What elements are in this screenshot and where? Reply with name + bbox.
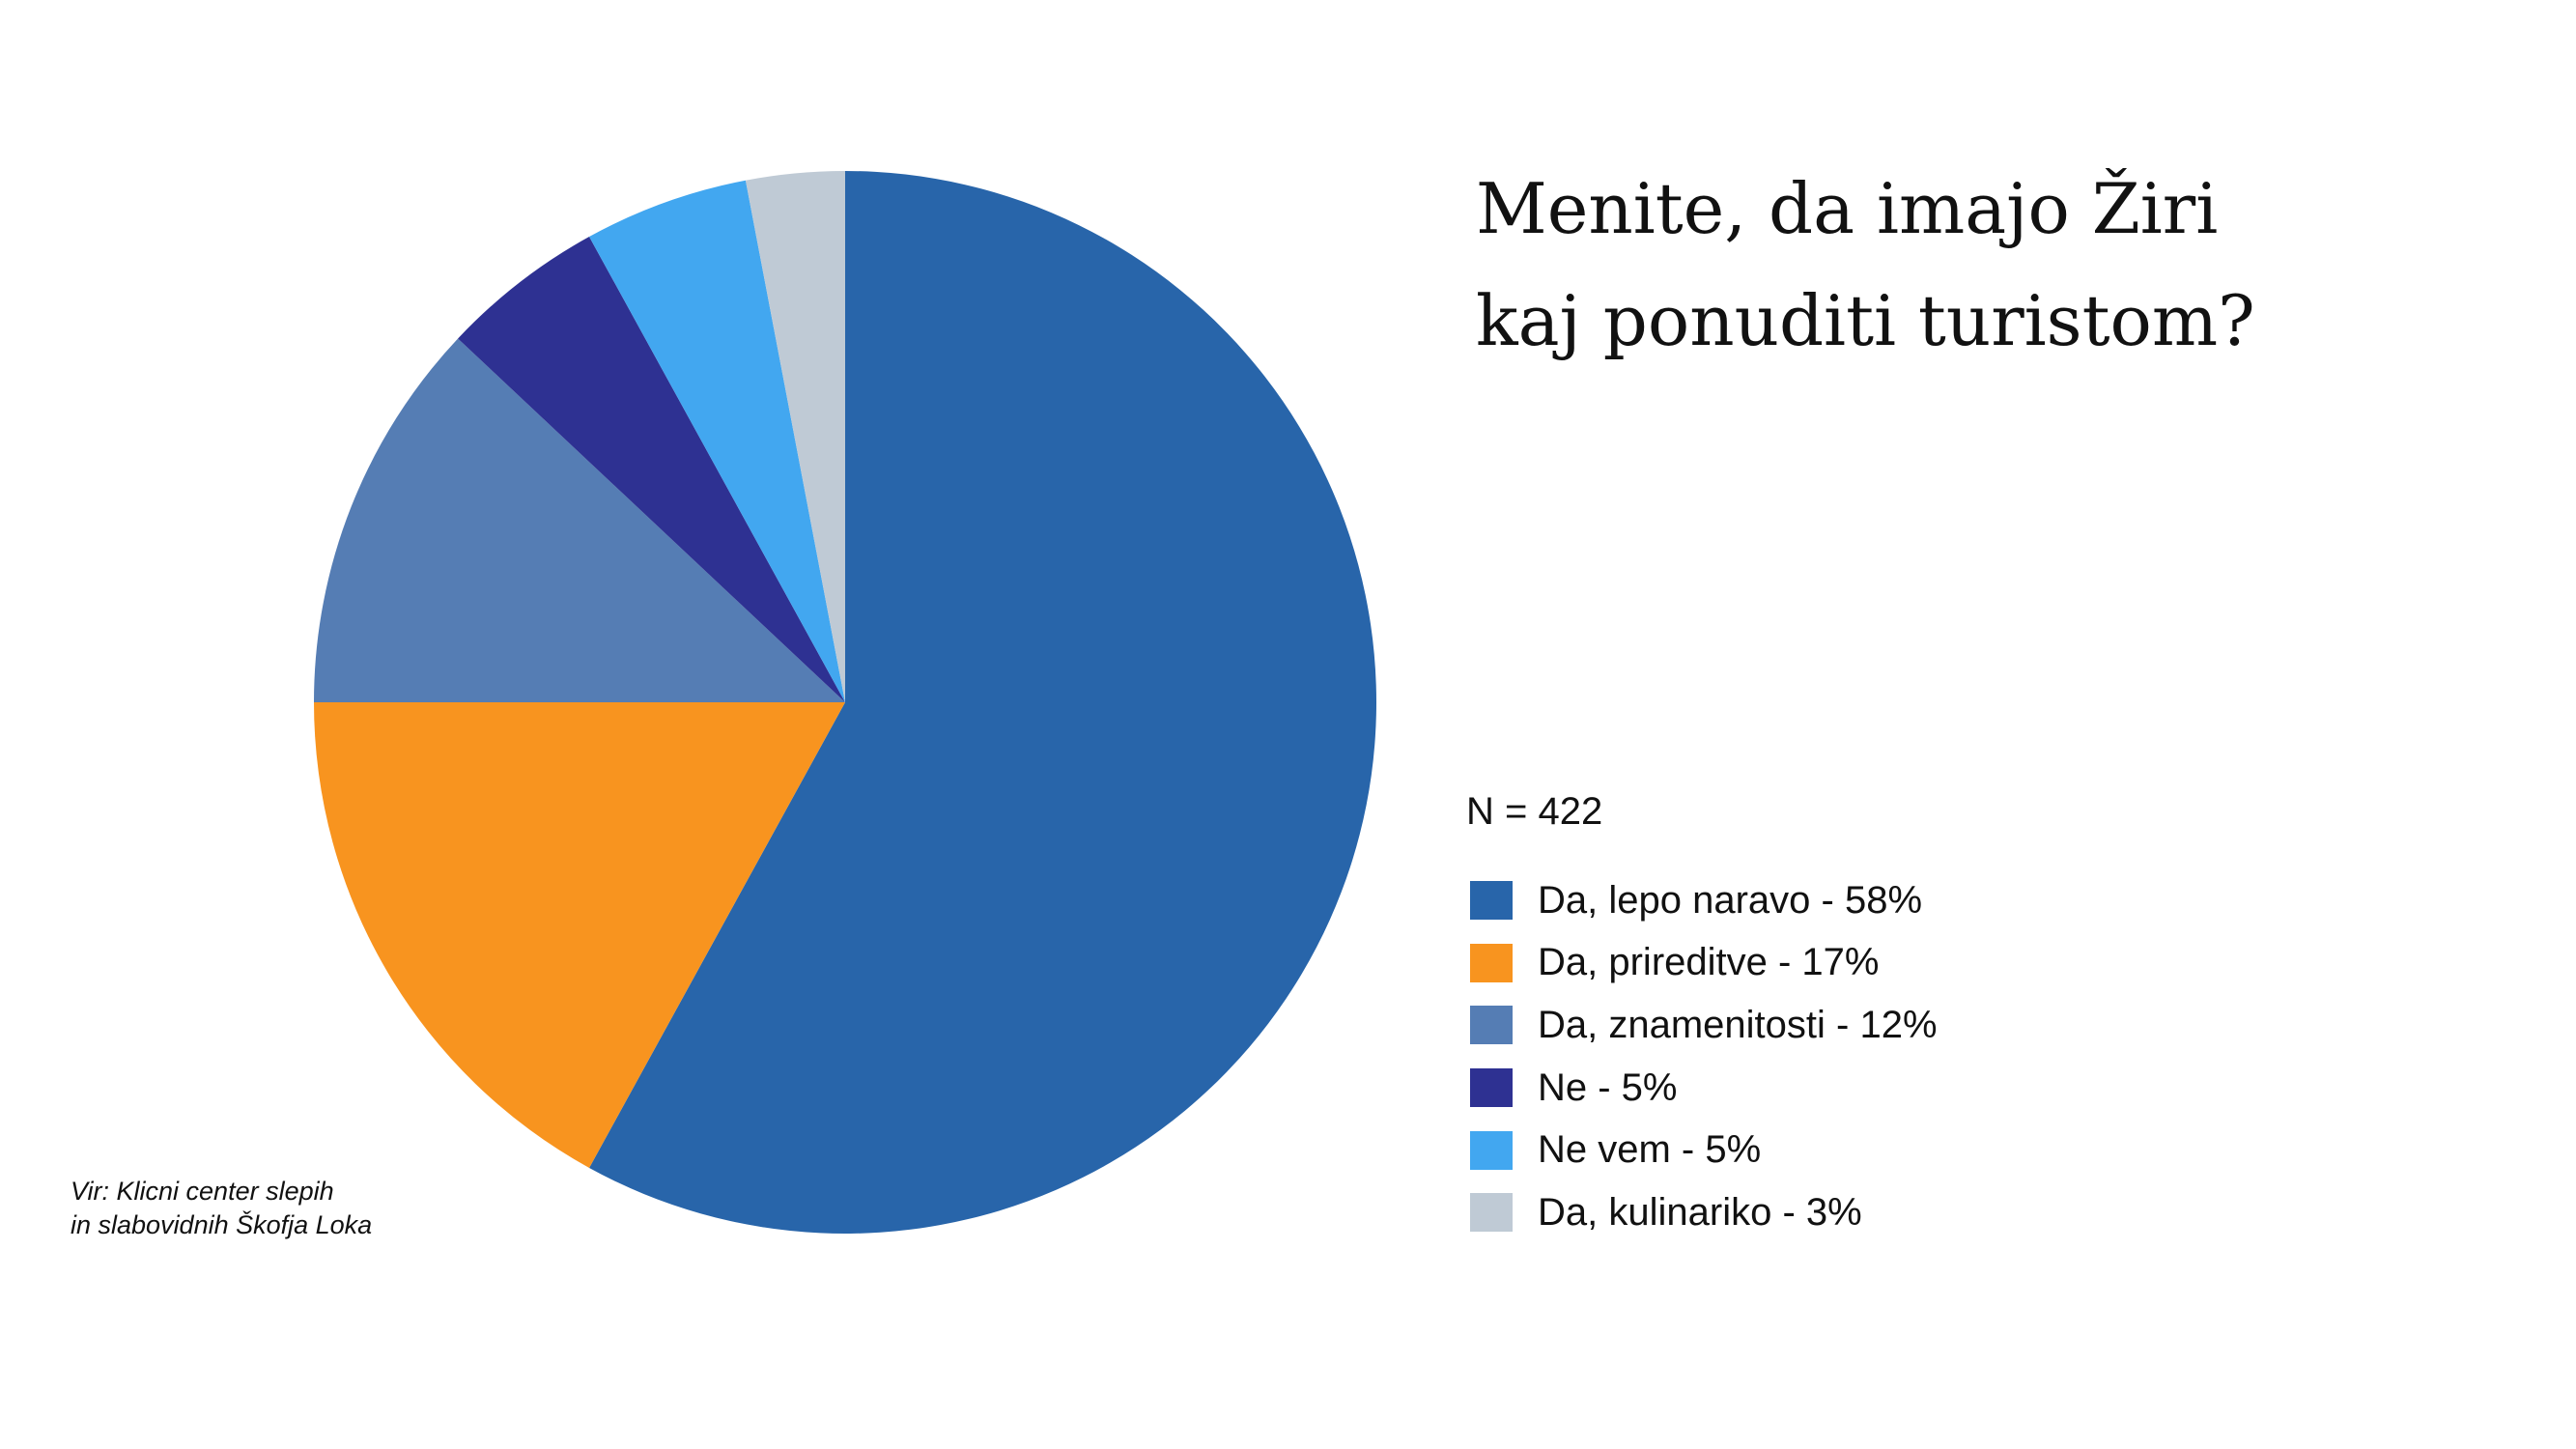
pie-slice-1 [589,171,1377,1234]
legend-swatch [1470,881,1513,921]
source-line-2: in slabovidnih Škofja Loka [71,1210,373,1239]
chart-title: Menite, da imajo Žiri kaj ponuditi turis… [1476,153,2442,377]
chart-title-line-2: kaj ponuditi turistom? [1476,280,2255,361]
pie-slice-5 [589,180,845,703]
legend-swatch [1470,1193,1513,1233]
legend-swatch [1470,1130,1513,1170]
source-line-1: Vir: Klicni center slepih [71,1177,334,1206]
legend-label: Ne vem - 5% [1538,1128,1762,1172]
legend-label: Da, lepo naravo - 58% [1538,878,1923,922]
legend: Da, lepo naravo - 58% Da, prireditve - 1… [1470,869,1938,1244]
legend-item: Da, znamenitosti - 12% [1470,994,1938,1057]
chart-title-line-1: Menite, da imajo Žiri [1476,168,2219,249]
legend-item: Ne vem - 5% [1470,1119,1938,1181]
legend-swatch [1470,1068,1513,1108]
legend-label: Ne - 5% [1538,1065,1678,1109]
pie-chart [314,171,1377,1234]
legend-label: Da, kulinariko - 3% [1538,1190,1862,1234]
legend-item: Da, prireditve - 17% [1470,932,1938,995]
legend-item: Da, kulinariko - 3% [1470,1181,1938,1244]
legend-item: Ne - 5% [1470,1057,1938,1120]
pie-slice-3 [314,338,845,702]
legend-label: Da, prireditve - 17% [1538,941,1880,984]
legend-swatch [1470,943,1513,982]
sample-size-label: N = 422 [1466,790,1603,833]
legend-label: Da, znamenitosti - 12% [1538,1003,1938,1046]
source-note: Vir: Klicni center slepih in slabovidnih… [71,1175,372,1242]
legend-item: Da, lepo naravo - 58% [1470,869,1938,932]
pie-slice-6 [745,171,845,702]
legend-swatch [1470,1006,1513,1045]
pie-slice-4 [458,237,845,702]
pie-slice-2 [314,702,845,1168]
